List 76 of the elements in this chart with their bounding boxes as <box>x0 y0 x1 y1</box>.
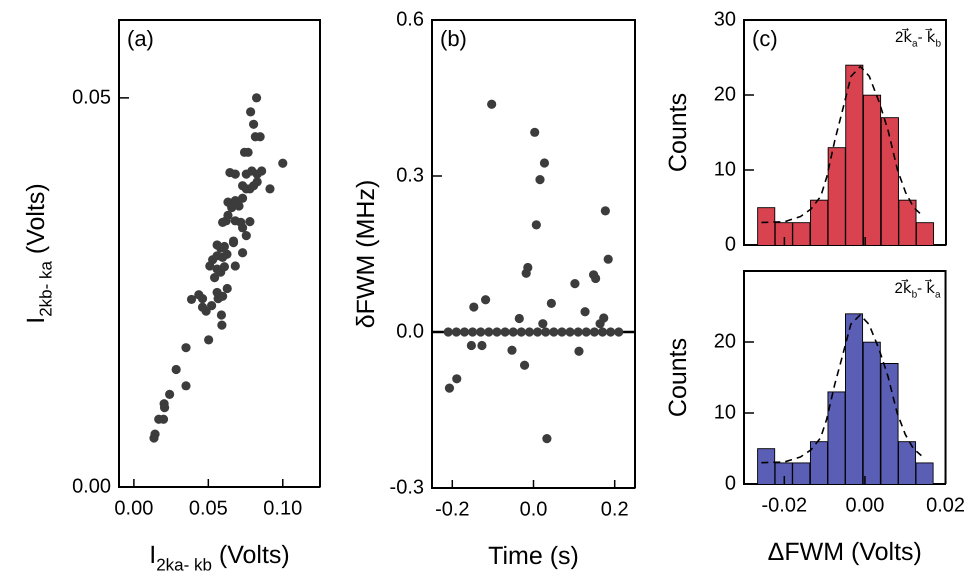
point <box>570 279 580 288</box>
x-tick-label: -0.02 <box>762 494 808 517</box>
point <box>574 327 583 337</box>
point <box>500 327 510 337</box>
point <box>604 254 613 264</box>
annotation: (b) <box>440 26 467 51</box>
point <box>487 100 496 109</box>
point <box>532 327 542 337</box>
point <box>530 128 540 137</box>
y-axis-title: δFWM (MHz) <box>352 180 380 328</box>
y-tick-label: 0.0 <box>396 320 424 343</box>
point <box>541 327 550 337</box>
x-tick-label: 0.10 <box>263 498 302 520</box>
point <box>468 327 478 337</box>
y-tick-label: 30 <box>714 8 736 31</box>
point <box>591 274 600 284</box>
x-tick-label: 0.2 <box>600 498 629 521</box>
point <box>600 206 610 216</box>
point <box>508 327 518 337</box>
y-tick-label: 20 <box>714 330 736 353</box>
point <box>516 327 526 337</box>
point <box>574 346 584 356</box>
point <box>549 327 558 337</box>
point <box>582 327 591 337</box>
x-tick-label: -0.2 <box>435 498 470 521</box>
y-axis-title: Counts <box>664 92 692 172</box>
point <box>546 298 556 308</box>
y-axis-title: Counts <box>664 338 692 418</box>
x-tick-label: 0.0 <box>520 498 548 521</box>
y-tick-label: -0.3 <box>390 476 424 499</box>
x-tick-label: 0.00 <box>114 498 154 520</box>
point <box>469 302 478 312</box>
y-tick-label: 20 <box>714 84 736 106</box>
point <box>514 314 524 324</box>
point <box>614 327 624 337</box>
point <box>557 327 567 337</box>
point <box>598 327 608 337</box>
point <box>542 434 552 444</box>
point <box>444 327 453 337</box>
x-tick-label: 0.05 <box>188 498 228 520</box>
point <box>460 327 470 337</box>
point <box>532 220 541 230</box>
point <box>606 327 616 337</box>
annotation: (c) <box>752 26 778 51</box>
point <box>565 327 575 337</box>
point <box>480 295 490 304</box>
point <box>522 268 531 278</box>
point <box>507 346 517 355</box>
point <box>535 175 545 184</box>
point <box>590 327 599 337</box>
x-tick-label: 0.00 <box>845 494 884 517</box>
point <box>477 340 487 350</box>
x-axis-title: ΔFWM (Volts) <box>768 538 922 566</box>
x-axis-title: Time (s) <box>488 542 579 570</box>
point <box>580 307 590 316</box>
point <box>444 384 454 393</box>
y-tick-label: 10 <box>714 402 736 424</box>
point <box>452 327 461 337</box>
point <box>452 374 462 384</box>
point <box>524 327 534 337</box>
point <box>492 327 502 337</box>
y-tick-label: 0 <box>724 472 736 495</box>
y-tick-label: 10 <box>714 158 736 181</box>
point <box>484 327 494 337</box>
point <box>595 319 605 328</box>
x-tick-label: 0.02 <box>926 494 966 517</box>
point <box>476 327 486 337</box>
annotation: (a) <box>127 26 154 51</box>
point <box>520 360 530 370</box>
y-tick-label: 0.6 <box>396 8 424 31</box>
y-tick-label: 0.3 <box>396 164 424 187</box>
point <box>466 340 476 350</box>
point <box>538 319 548 328</box>
point <box>540 158 550 168</box>
y-tick-label: 0 <box>724 234 736 256</box>
y-axis-title: I2kb- ka (Volts) <box>22 183 56 324</box>
